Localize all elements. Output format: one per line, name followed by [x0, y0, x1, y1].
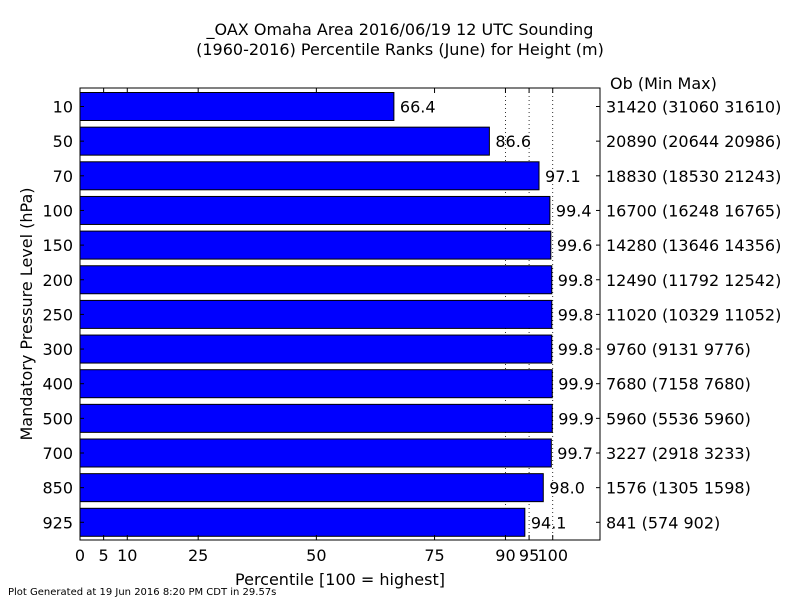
value-label: 99.6 [557, 236, 593, 255]
right-label: 11020 (10329 11052) [606, 305, 781, 324]
right-label: 5960 (5536 5960) [606, 409, 751, 428]
y-tick-label: 50 [53, 132, 73, 151]
y-tick-label: 300 [42, 340, 73, 359]
y-tick-label: 500 [42, 409, 73, 428]
y-tick-label: 200 [42, 271, 73, 290]
x-tick-label: 0 [75, 546, 85, 565]
x-tick-label: 95 [519, 546, 539, 565]
x-tick-label: 5 [99, 546, 109, 565]
value-label: 97.1 [545, 167, 581, 186]
right-label: 841 (574 902) [606, 513, 720, 532]
x-tick-label: 50 [306, 546, 326, 565]
plot-frame [79, 87, 601, 541]
right-label: 1576 (1305 1598) [606, 479, 751, 498]
bar-400 [79, 369, 553, 399]
value-label: 99.8 [558, 340, 594, 359]
value-label: 99.9 [558, 409, 594, 428]
right-label: 18830 (18530 21243) [606, 167, 781, 186]
right-label: 20890 (20644 20986) [606, 132, 781, 151]
right-label: 14280 (13646 14356) [606, 236, 781, 255]
y-tick-label: 250 [42, 305, 73, 324]
right-label: 9760 (9131 9776) [606, 340, 751, 359]
bar-300 [79, 334, 553, 364]
y-tick-label: 925 [42, 513, 73, 532]
value-labels: 66.4 86.6 97.1 99.4 99.6 99.8 99.8 99.8 99.9 99.9… [400, 98, 594, 533]
y-axis-label: Mandatory Pressure Level (hPa) [17, 188, 36, 441]
bar-10 [79, 92, 395, 121]
x-tick-label: 100 [537, 546, 568, 565]
chart-title: _OAX Omaha Area 2016/06/19 12 UTC Soundi… [206, 20, 594, 40]
bar-250 [79, 299, 553, 329]
value-label: 99.7 [557, 444, 593, 463]
y-tick-label: 100 [42, 201, 73, 220]
y-tick-label: 700 [42, 444, 73, 463]
bars-group [79, 92, 553, 537]
x-tick-label: 90 [495, 546, 515, 565]
x-tick-label: 25 [188, 546, 208, 565]
x-axis-label: Percentile [100 = highest] [235, 570, 445, 589]
right-column-header: Ob (Min Max) [610, 74, 717, 93]
right-label: 7680 (7158 7680) [606, 375, 751, 394]
y-tick-label: 150 [42, 236, 73, 255]
chart-subtitle: (1960-2016) Percentile Ranks (June) for … [196, 40, 604, 59]
value-label: 94.1 [531, 513, 567, 532]
bar-50 [79, 126, 490, 156]
value-label: 66.4 [400, 98, 436, 117]
value-label: 86.6 [495, 132, 531, 151]
right-label: 16700 (16248 16765) [606, 201, 781, 220]
bar-150 [79, 230, 552, 260]
bar-925 [79, 507, 526, 537]
y-tick-label: 70 [53, 167, 73, 186]
x-tick-label: 75 [424, 546, 444, 565]
bar-200 [79, 265, 553, 295]
right-label: 3227 (2918 3233) [606, 444, 751, 463]
bar-850 [79, 473, 544, 503]
y-tick-labels: 10 50 70 100 150 200 250 300 400 500 700 850 925 [42, 98, 600, 532]
y-tick-label: 850 [42, 479, 73, 498]
value-label: 99.8 [558, 305, 594, 324]
right-label: 12490 (11792 12542) [606, 271, 781, 290]
footer-text: Plot Generated at 19 Jun 2016 8:20 PM CD… [8, 587, 276, 598]
bar-70 [79, 161, 540, 191]
value-label: 99.8 [558, 271, 594, 290]
right-labels: 31420 (31060 31610) 20890 (20644 20986) 18… [606, 98, 781, 533]
value-label: 99.4 [556, 201, 592, 220]
bar-500 [79, 403, 553, 433]
x-tick-label: 10 [117, 546, 137, 565]
y-tick-label: 10 [53, 98, 73, 117]
bar-700 [79, 438, 552, 468]
y-tick-label: 400 [42, 375, 73, 394]
bar-100 [79, 195, 551, 225]
value-label: 99.9 [558, 375, 594, 394]
right-label: 31420 (31060 31610) [606, 98, 781, 117]
value-label: 98.0 [549, 479, 585, 498]
